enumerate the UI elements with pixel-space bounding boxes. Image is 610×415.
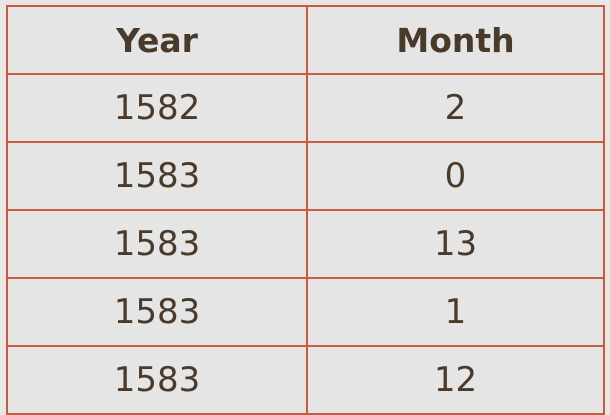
table-row: 1583 1: [6, 277, 605, 347]
cell-month: 1: [306, 277, 605, 347]
cell-month: 12: [306, 345, 605, 415]
table-row: 1583 13: [6, 209, 605, 279]
cell-month: 0: [306, 141, 605, 211]
cell-month: 13: [306, 209, 605, 279]
cell-year: 1583: [6, 277, 308, 347]
table-row: 1583 12: [6, 345, 605, 415]
header-year: Year: [6, 5, 308, 75]
cell-year: 1582: [6, 73, 308, 143]
header-month: Month: [306, 5, 605, 75]
table-row: 1582 2: [6, 73, 605, 143]
cell-month: 2: [306, 73, 605, 143]
table-row: 1583 0: [6, 141, 605, 211]
table-header-row: Year Month: [6, 5, 605, 75]
cell-year: 1583: [6, 141, 308, 211]
year-month-table: Year Month 1582 2 1583 0 1583 13 1583 1: [6, 5, 605, 415]
data-table-container: Year Month 1582 2 1583 0 1583 13 1583 1: [6, 5, 605, 415]
cell-year: 1583: [6, 345, 308, 415]
cell-year: 1583: [6, 209, 308, 279]
